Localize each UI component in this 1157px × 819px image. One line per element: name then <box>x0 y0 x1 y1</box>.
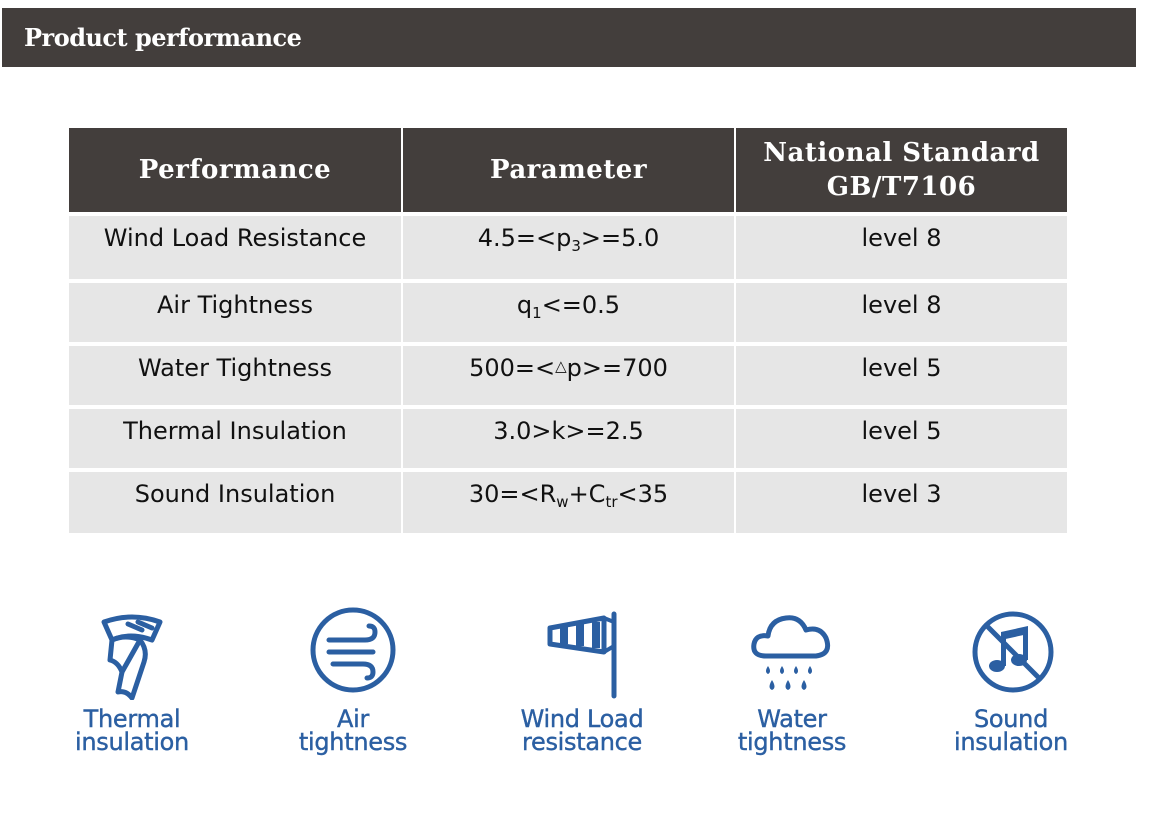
column-header-national-standard: National Standard GB/T7106 <box>734 128 1067 214</box>
performance-table: Performance Parameter National Standard … <box>69 128 1067 533</box>
air-tightness-icon <box>310 607 396 693</box>
performance-cell: Wind Load Resistance <box>69 212 402 281</box>
feature-wind-load-resistance: Wind Load resistance <box>492 600 672 754</box>
standard-cell: level 5 <box>734 405 1067 470</box>
performance-cell: Water Tightness <box>69 342 402 407</box>
parameter-cell: 3.0>k>=2.5 <box>401 405 735 470</box>
thermal-insulation-icon <box>101 614 163 700</box>
table-row: Water Tightness 500=<△p>=700 level 5 <box>69 342 1067 407</box>
table-row: Air Tightness q1<=0.5 level 8 <box>69 279 1067 344</box>
feature-sound-insulation: Sound insulation <box>921 600 1101 754</box>
parameter-cell: 500=<△p>=700 <box>401 342 735 407</box>
performance-cell: Sound Insulation <box>69 468 402 533</box>
water-tightness-icon <box>751 615 831 690</box>
page-title: Product performance <box>24 23 302 52</box>
feature-label: Water tightness <box>737 705 847 756</box>
feature-icons-row: Thermal insulation Air tightness <box>0 600 1157 780</box>
table-row: Thermal Insulation 3.0>k>=2.5 level 5 <box>69 405 1067 470</box>
feature-label: Air tightness <box>298 705 408 756</box>
standard-cell: level 8 <box>734 212 1067 281</box>
performance-cell: Air Tightness <box>69 279 402 344</box>
standard-cell: level 8 <box>734 279 1067 344</box>
standard-cell: level 3 <box>734 468 1067 533</box>
sound-insulation-icon <box>972 611 1054 693</box>
table-row: Sound Insulation 30=<Rw+Ctr<35 level 3 <box>69 468 1067 533</box>
performance-cell: Thermal Insulation <box>69 405 402 470</box>
parameter-cell: q1<=0.5 <box>401 279 735 344</box>
table-row: Wind Load Resistance 4.5=<p3>=5.0 level … <box>69 212 1067 281</box>
feature-label: Wind Load resistance <box>520 705 644 756</box>
wind-load-icon <box>547 611 617 699</box>
feature-water-tightness: Water tightness <box>702 600 882 754</box>
page-header: Product performance <box>2 8 1136 67</box>
feature-label: Sound insulation <box>954 705 1069 756</box>
table-header-row: Performance Parameter National Standard … <box>69 128 1067 214</box>
column-header-parameter: Parameter <box>401 128 735 214</box>
standard-cell: level 5 <box>734 342 1067 407</box>
column-header-performance: Performance <box>69 128 402 214</box>
parameter-cell: 4.5=<p3>=5.0 <box>401 212 735 281</box>
feature-air-tightness: Air tightness <box>263 600 443 754</box>
parameter-cell: 30=<Rw+Ctr<35 <box>401 468 735 533</box>
feature-thermal-insulation: Thermal insulation <box>42 600 222 754</box>
feature-label: Thermal insulation <box>75 705 190 756</box>
